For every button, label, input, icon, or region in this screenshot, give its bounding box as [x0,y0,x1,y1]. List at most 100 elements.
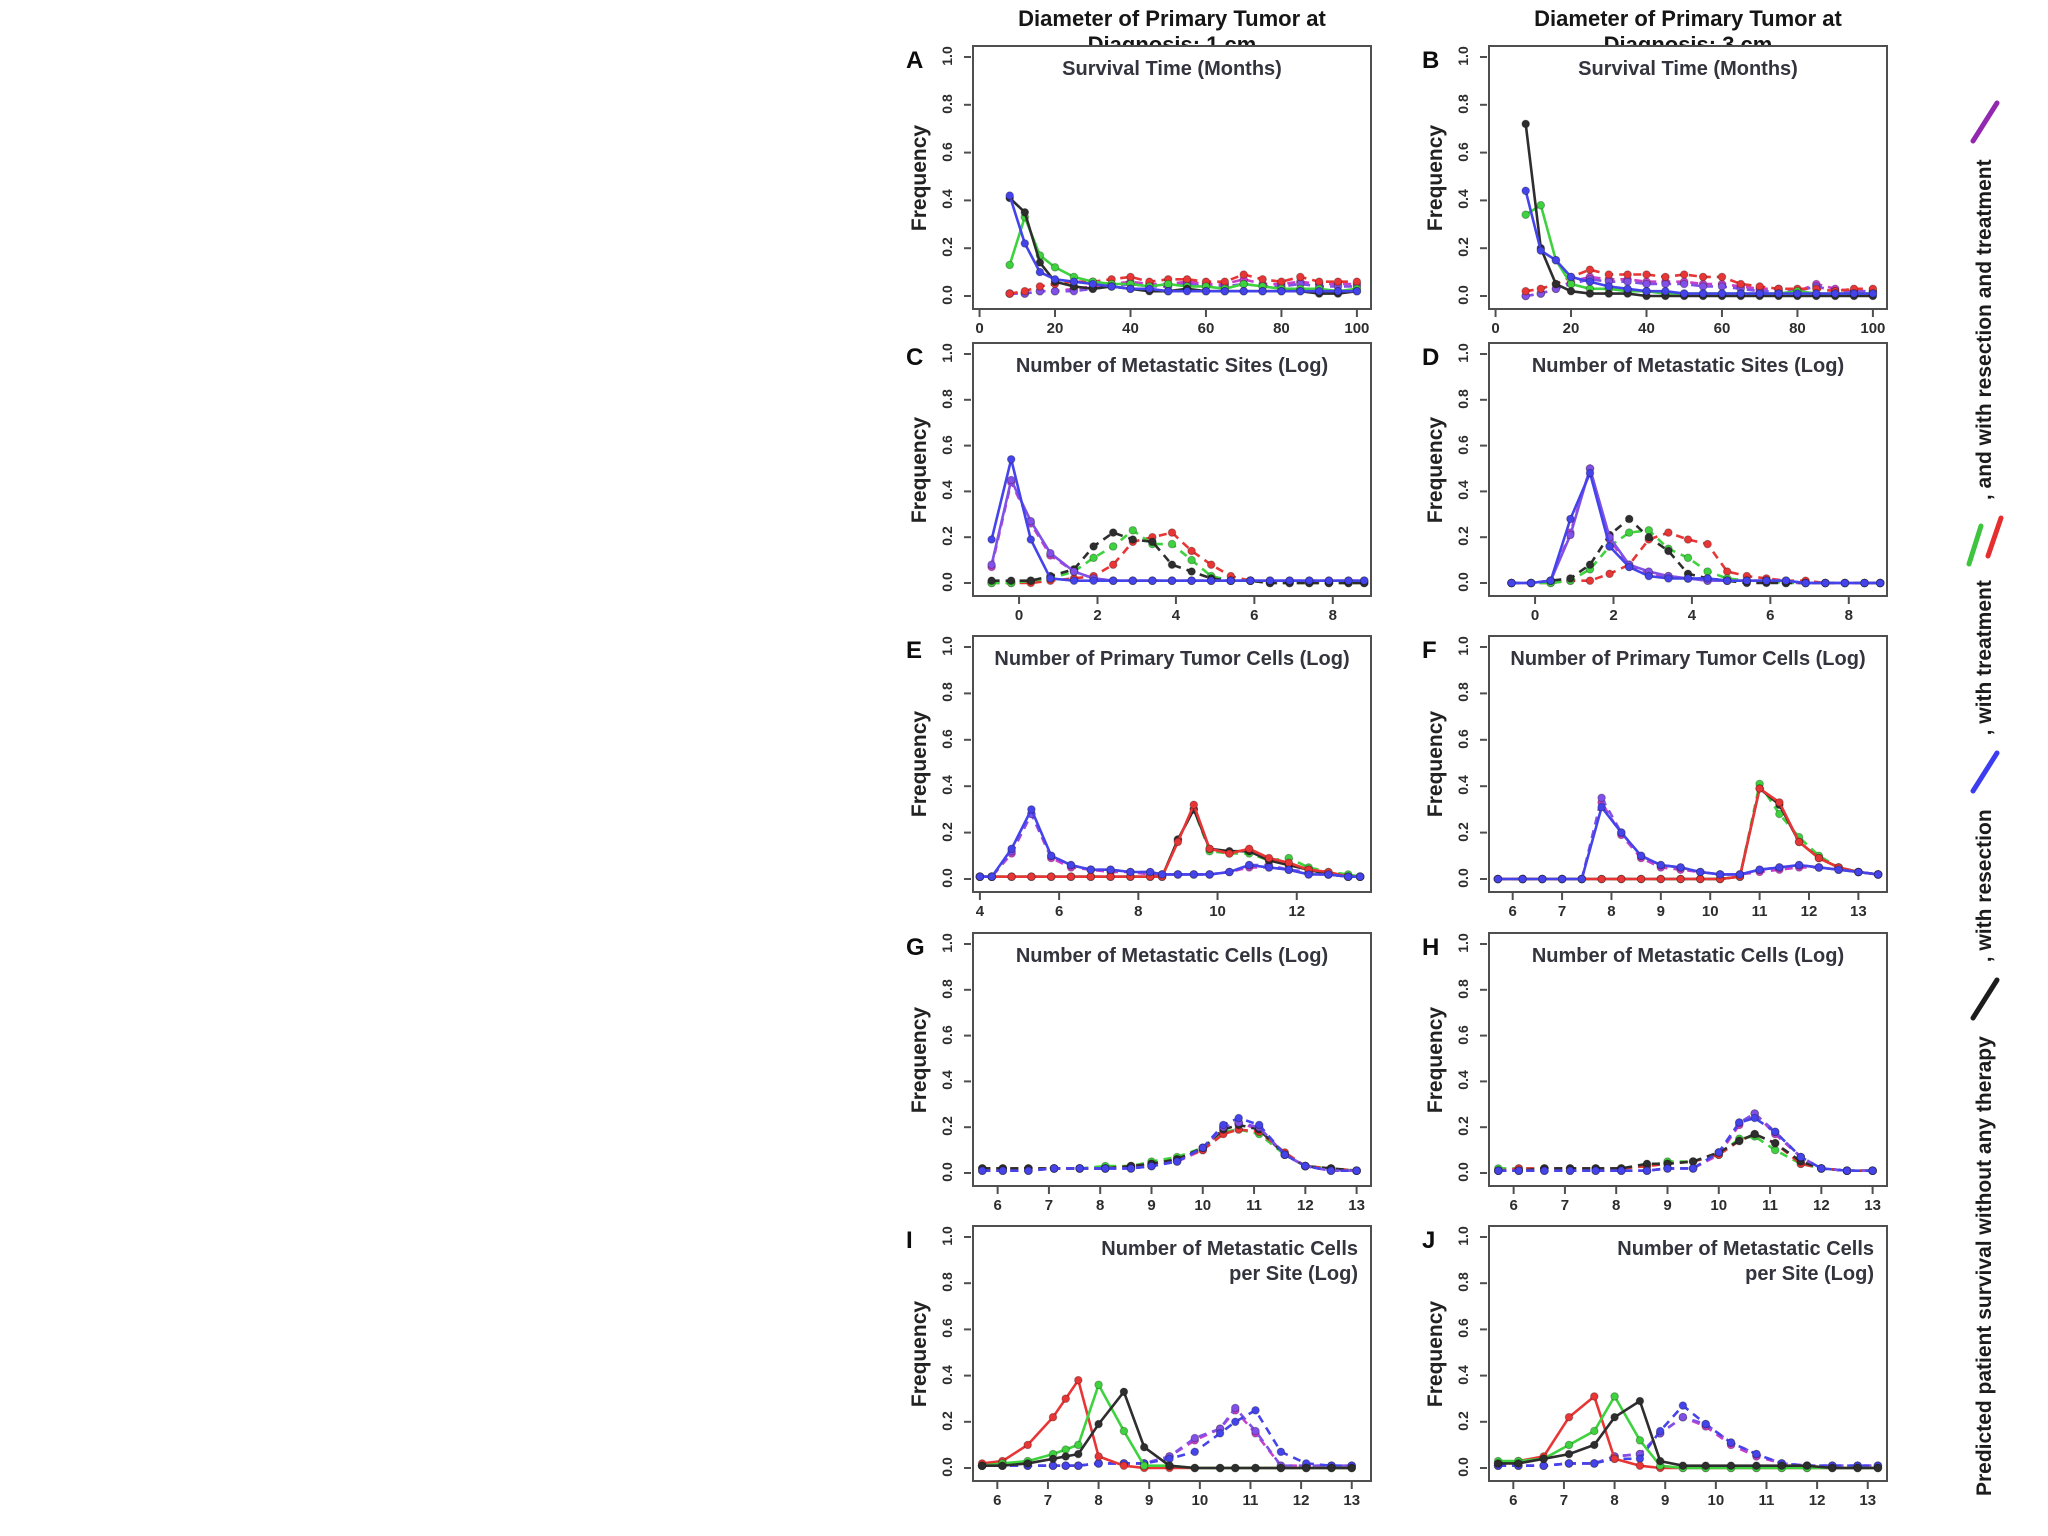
series-marker-resection [1277,286,1286,296]
treatment-lines-icon [1966,515,2004,567]
series-marker-resection [1314,286,1324,296]
series-line-resection [979,806,1361,878]
legend: Predicted patient survival without any t… [1962,54,2008,1496]
series-marker-resection [1717,289,1727,298]
panel-title-line: Survival Time (Months) [1062,58,1282,80]
x-tick-label: 10 [1191,1492,1209,1509]
x-tick-label: 12 [1296,1197,1314,1214]
series-marker-resection [1359,576,1369,585]
series-marker-resection [1020,239,1030,248]
series-marker-treatment-b [1610,1454,1619,1464]
series-marker-treatment-b [1046,872,1056,881]
y-tick-label: 0.8 [939,389,955,409]
panel-title: Number of Metastatic Sites (Log) [986,354,1358,379]
series-marker-resection [1762,576,1771,585]
x-tick-label: 4 [975,903,985,920]
series-marker-resection [1565,1166,1575,1175]
panel-title-line: Number of Metastatic Sites (Log) [1531,355,1845,377]
y-tick-label: 0.8 [1455,979,1471,999]
series-line-resection [982,1408,1352,1467]
y-tick-label: 0.4 [1455,1070,1471,1091]
series-line-resection-treatment-b [990,478,1365,582]
x-tick-label: 100 [1860,320,1886,337]
series-marker-resection [1775,863,1784,872]
series-marker-resection [1536,246,1546,255]
series-marker-resection [1735,1118,1744,1127]
series-marker-no-therapy [1493,1459,1503,1468]
y-tick-label: 0.2 [939,526,955,546]
series-marker-treatment-b [1023,1440,1033,1450]
series-marker-resection-treatment-a [1050,286,1060,296]
series-marker-resection-treatment-a [1623,277,1632,286]
x-tick-label: 13 [1343,1492,1361,1509]
x-tick-label: 6 [1054,903,1064,920]
series-marker-no-therapy [1853,1463,1862,1473]
series-marker-resection [1126,867,1135,877]
series-marker-resection [1173,870,1183,879]
series-marker-resection [975,872,985,881]
x-tick-label: 12 [1288,903,1306,920]
x-tick-label: 13 [1864,1197,1881,1214]
series-line-resection [1498,1116,1873,1172]
series-marker-resection [1106,865,1115,874]
series-marker-resection [1284,865,1294,874]
x-tick-label: 6 [1766,607,1775,624]
series-marker-no-therapy [1108,528,1118,537]
series-marker-resection [1148,576,1157,585]
series-marker-resection [1006,455,1016,464]
series-marker-resection [1254,1120,1264,1130]
series-marker-resection [1590,1459,1599,1468]
series-marker-resection [1280,1150,1290,1159]
series-line-treatment-a [991,528,1365,585]
series-marker-treatment-b [1220,277,1230,286]
series-marker-treatment-b [1605,569,1614,579]
series-marker-resection [1793,289,1802,298]
series-marker-treatment-b [1094,1452,1103,1461]
x-tick-label: 7 [1044,1197,1054,1214]
legend-label-resection: , with resection [1973,809,1996,963]
series-marker-no-therapy [1119,1387,1129,1397]
y-tick-label: 1.0 [1455,636,1471,656]
series-marker-no-therapy [1165,1461,1174,1470]
series-marker-treatment-a [1119,1426,1129,1436]
y-tick-label: 0.2 [939,821,955,842]
series-marker-resection [987,872,997,881]
series-marker-no-therapy [1828,1463,1837,1473]
panel-title-line: Number of Primary Tumor Cells (Log) [1510,648,1866,670]
series-marker-treatment-b [1314,277,1324,286]
series-marker-resection [1324,576,1334,585]
x-tick-label: 20 [1046,320,1064,337]
series-marker-treatment-a [1050,263,1060,272]
plot-area-I [964,1236,1357,1489]
series-marker-resection [1683,574,1693,583]
series-marker-resection [1094,1459,1103,1468]
y-tick-label: 1.0 [1455,343,1471,363]
series-marker-resection [1726,1438,1736,1447]
series-marker-resection [1305,576,1314,585]
panel-letter: H [1422,934,1440,961]
series-marker-resection [987,535,996,544]
series-marker-treatment-b [1755,784,1764,793]
y-tick-label: 0.6 [1455,141,1471,162]
series-marker-resection [1538,874,1547,884]
series-marker-resection [1145,284,1154,294]
series-marker-no-therapy [1655,1456,1665,1466]
y-tick-label: 0.0 [939,868,955,888]
series-marker-no-therapy [998,1461,1007,1470]
y-tick-label: 0.2 [1455,526,1471,546]
series-marker-no-therapy [1231,1463,1240,1473]
panel-title-line: per Site (Log) [1745,1263,1874,1285]
series-marker-treatment-b [1126,272,1135,282]
panel-letter: E [906,637,923,664]
y-tick-label: 0.2 [939,1116,955,1136]
series-marker-treatment-b [1048,1412,1058,1422]
series-marker-resection [1566,272,1576,282]
x-tick-label: 8 [1612,1197,1621,1214]
panel-letter: F [1422,637,1437,664]
y-tick-label: 0.0 [939,285,955,305]
x-tick-label: 9 [1145,1492,1154,1509]
series-marker-resection [1069,576,1079,585]
series-marker-resection [1276,1447,1286,1457]
panel-letter: I [906,1227,913,1254]
x-tick-label: 2 [1093,607,1102,624]
